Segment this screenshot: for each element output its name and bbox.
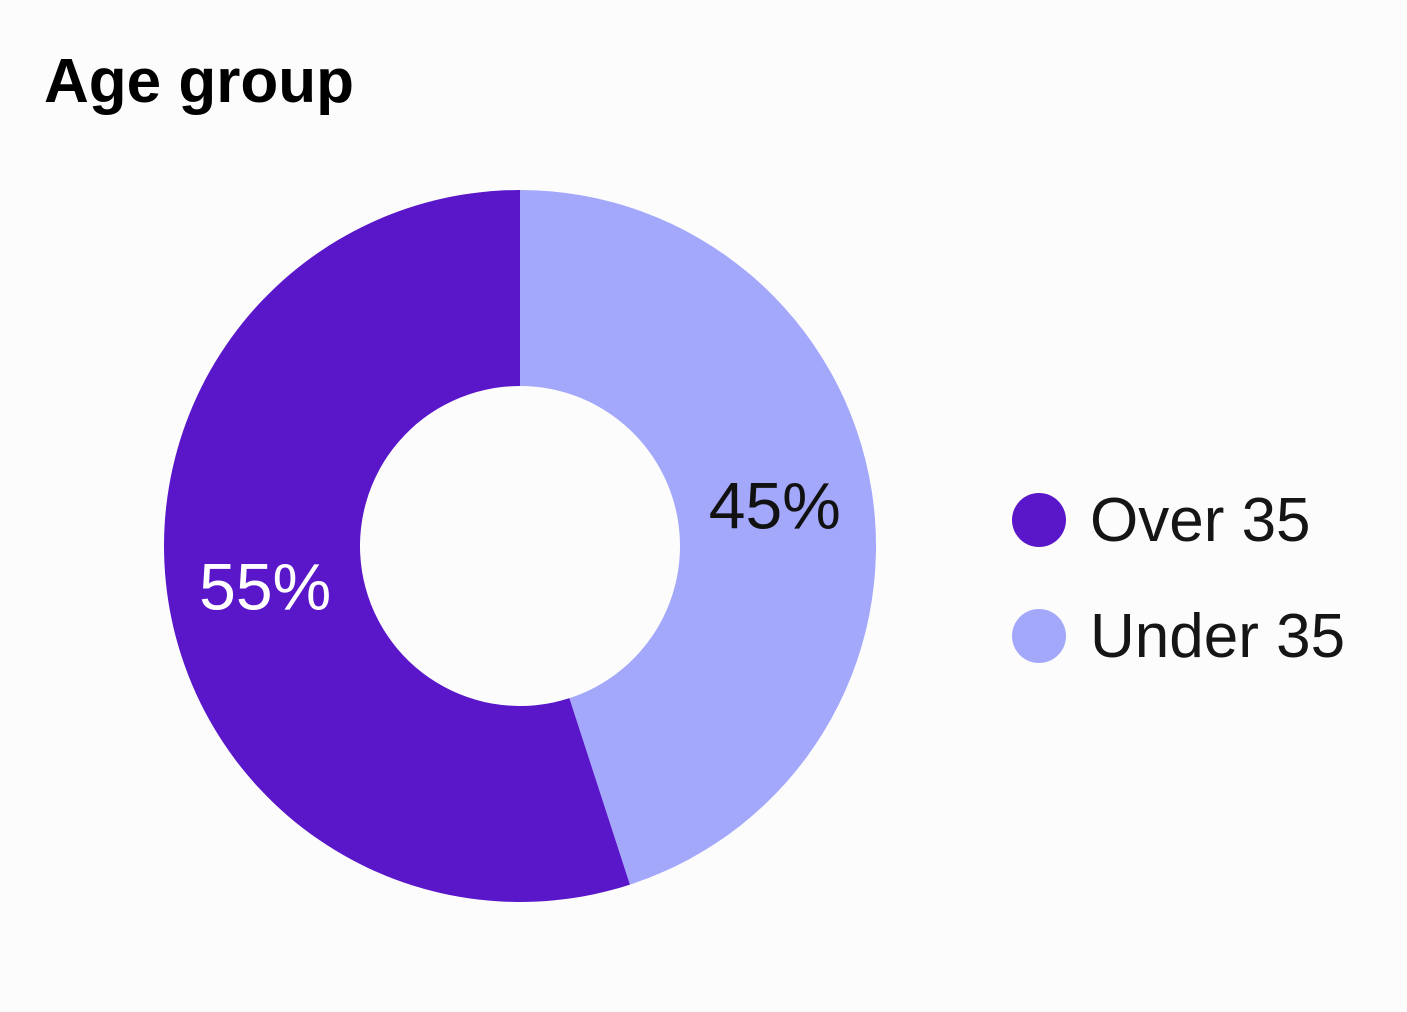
chart-title: Age group <box>44 47 354 116</box>
donut-slices <box>163 190 876 903</box>
slice-label-under-35: 45% <box>709 469 841 543</box>
slice-label-over-35: 55% <box>199 549 331 623</box>
legend-item-under-35[interactable]: Under 35 <box>1012 578 1345 694</box>
legend-swatch-under-35 <box>1012 609 1066 663</box>
legend-label-over-35: Over 35 <box>1090 485 1311 555</box>
legend: Over 35 Under 35 <box>1012 462 1345 694</box>
donut-slice-over-35[interactable] <box>163 190 631 903</box>
legend-swatch-over-35 <box>1012 493 1066 547</box>
legend-label-under-35: Under 35 <box>1090 601 1346 671</box>
donut-slice-labels: 55% 45% <box>199 469 841 624</box>
donut-slice-under-35[interactable] <box>520 190 876 885</box>
legend-item-over-35[interactable]: Over 35 <box>1012 462 1345 578</box>
